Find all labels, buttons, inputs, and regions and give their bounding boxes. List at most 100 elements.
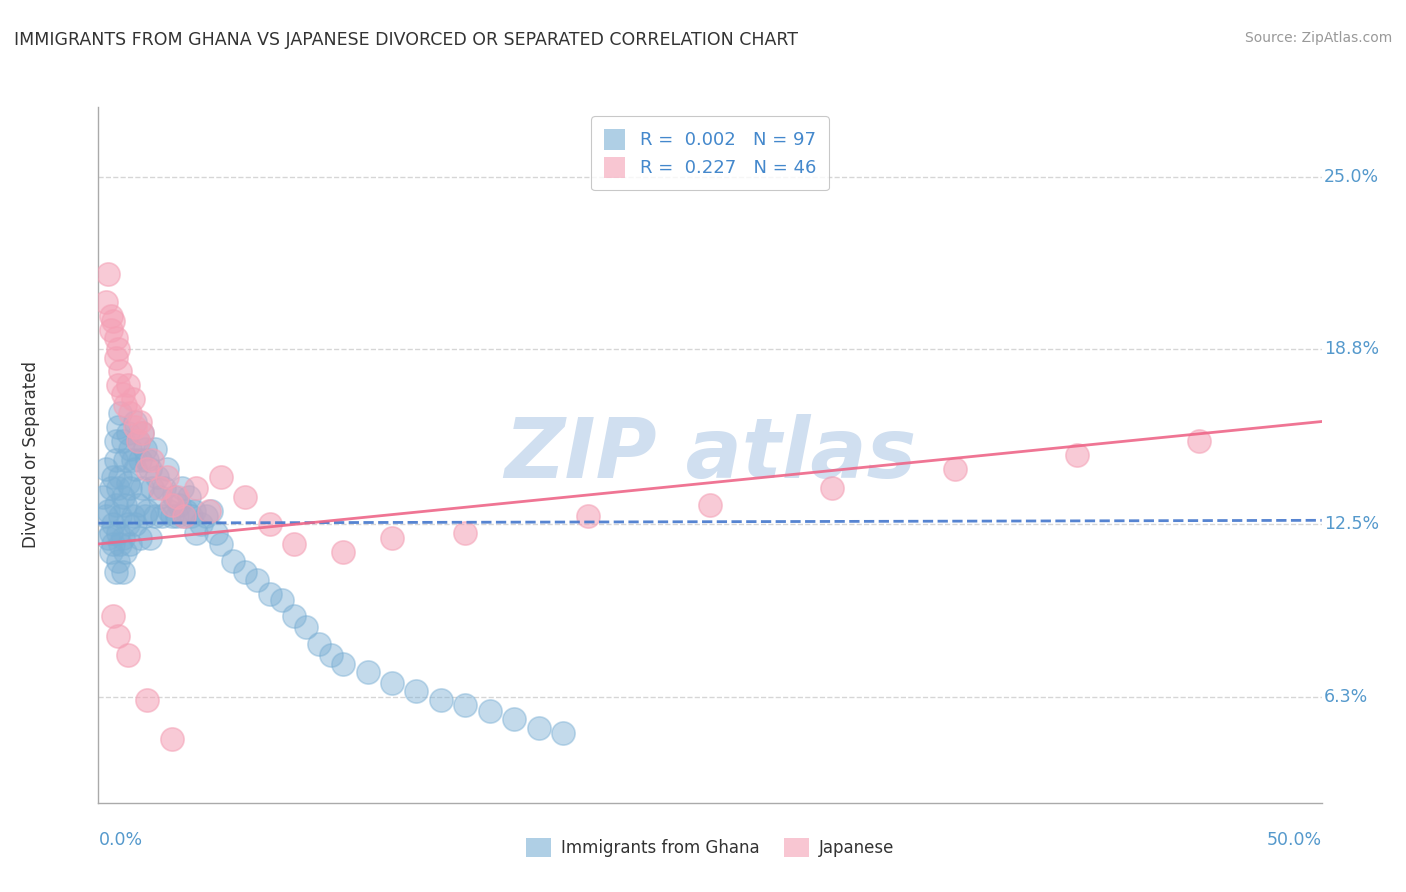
Point (259, 517, 281, 532)
Point (121, 392, 143, 407)
Point (139, 532, 162, 546)
Point (129, 532, 152, 546)
Point (110, 364, 132, 378)
Point (166, 490, 188, 504)
Point (110, 537, 132, 551)
Point (104, 331, 127, 345)
Point (107, 525, 129, 540)
Point (120, 442, 142, 457)
Point (121, 453, 143, 467)
Point (104, 453, 127, 467)
Point (146, 470, 169, 484)
Point (100, 481, 122, 495)
Point (1066, 448, 1088, 462)
Point (454, 525, 477, 540)
Point (107, 378, 129, 392)
Text: 25.0%: 25.0% (1324, 168, 1379, 186)
Point (134, 509, 156, 524)
Point (356, 665, 378, 679)
Point (259, 587, 281, 601)
Point (454, 698, 477, 713)
Point (943, 462, 966, 476)
Point (180, 509, 202, 524)
Point (124, 420, 146, 434)
Point (131, 425, 153, 440)
Point (143, 442, 166, 457)
Point (120, 537, 142, 551)
Text: Source: ZipAtlas.com: Source: ZipAtlas.com (1244, 31, 1392, 45)
Point (527, 721, 550, 735)
Point (332, 657, 354, 671)
Point (131, 425, 153, 440)
Point (124, 415, 146, 429)
Point (143, 509, 166, 524)
Point (114, 498, 136, 512)
Text: IMMIGRANTS FROM GHANA VS JAPANESE DIVORCED OR SEPARATED CORRELATION CHART: IMMIGRANTS FROM GHANA VS JAPANESE DIVORC… (14, 31, 799, 49)
Point (136, 462, 159, 476)
Point (160, 509, 183, 524)
Point (101, 609, 124, 624)
Point (97, 503, 120, 517)
Point (127, 434, 149, 448)
Point (136, 503, 159, 517)
Point (117, 425, 139, 440)
Point (129, 415, 152, 429)
Point (127, 434, 149, 448)
Point (100, 525, 122, 540)
Point (107, 342, 129, 356)
Text: ZIP atlas: ZIP atlas (503, 415, 917, 495)
Point (160, 498, 183, 512)
Text: 0.0%: 0.0% (98, 830, 142, 848)
Point (167, 498, 190, 512)
Point (332, 545, 354, 559)
Point (114, 453, 136, 467)
Point (127, 498, 149, 512)
Text: Divorced or Separated: Divorced or Separated (22, 361, 41, 549)
Text: 12.5%: 12.5% (1324, 516, 1379, 533)
Point (503, 712, 526, 726)
Point (120, 481, 142, 495)
Point (157, 503, 180, 517)
Text: 18.8%: 18.8% (1324, 340, 1379, 359)
Point (163, 490, 186, 504)
Point (430, 693, 453, 707)
Point (104, 351, 127, 365)
Point (104, 565, 127, 579)
Point (94, 509, 117, 524)
Text: 6.3%: 6.3% (1324, 688, 1368, 706)
Point (233, 565, 256, 579)
Point (295, 620, 318, 634)
Point (381, 532, 404, 546)
Point (166, 509, 188, 524)
Point (173, 509, 195, 524)
Point (107, 420, 129, 434)
Point (308, 637, 330, 651)
Point (110, 406, 132, 420)
Point (209, 537, 232, 551)
Point (478, 704, 501, 718)
Point (156, 470, 179, 484)
Point (197, 503, 219, 517)
Point (177, 490, 200, 504)
Point (821, 481, 844, 495)
Point (111, 532, 134, 546)
Point (111, 490, 134, 504)
Point (699, 498, 721, 512)
Point (101, 470, 124, 484)
Point (129, 453, 152, 467)
Point (183, 503, 205, 517)
Point (233, 490, 256, 504)
Point (141, 453, 163, 467)
Point (209, 470, 232, 484)
Point (136, 453, 159, 467)
Point (100, 309, 122, 323)
Point (110, 470, 132, 484)
Point (97, 532, 120, 546)
Point (149, 481, 172, 495)
Point (120, 406, 142, 420)
Point (117, 475, 139, 490)
Point (1188, 434, 1211, 448)
Point (150, 509, 173, 524)
Point (107, 481, 129, 495)
Point (114, 545, 136, 559)
